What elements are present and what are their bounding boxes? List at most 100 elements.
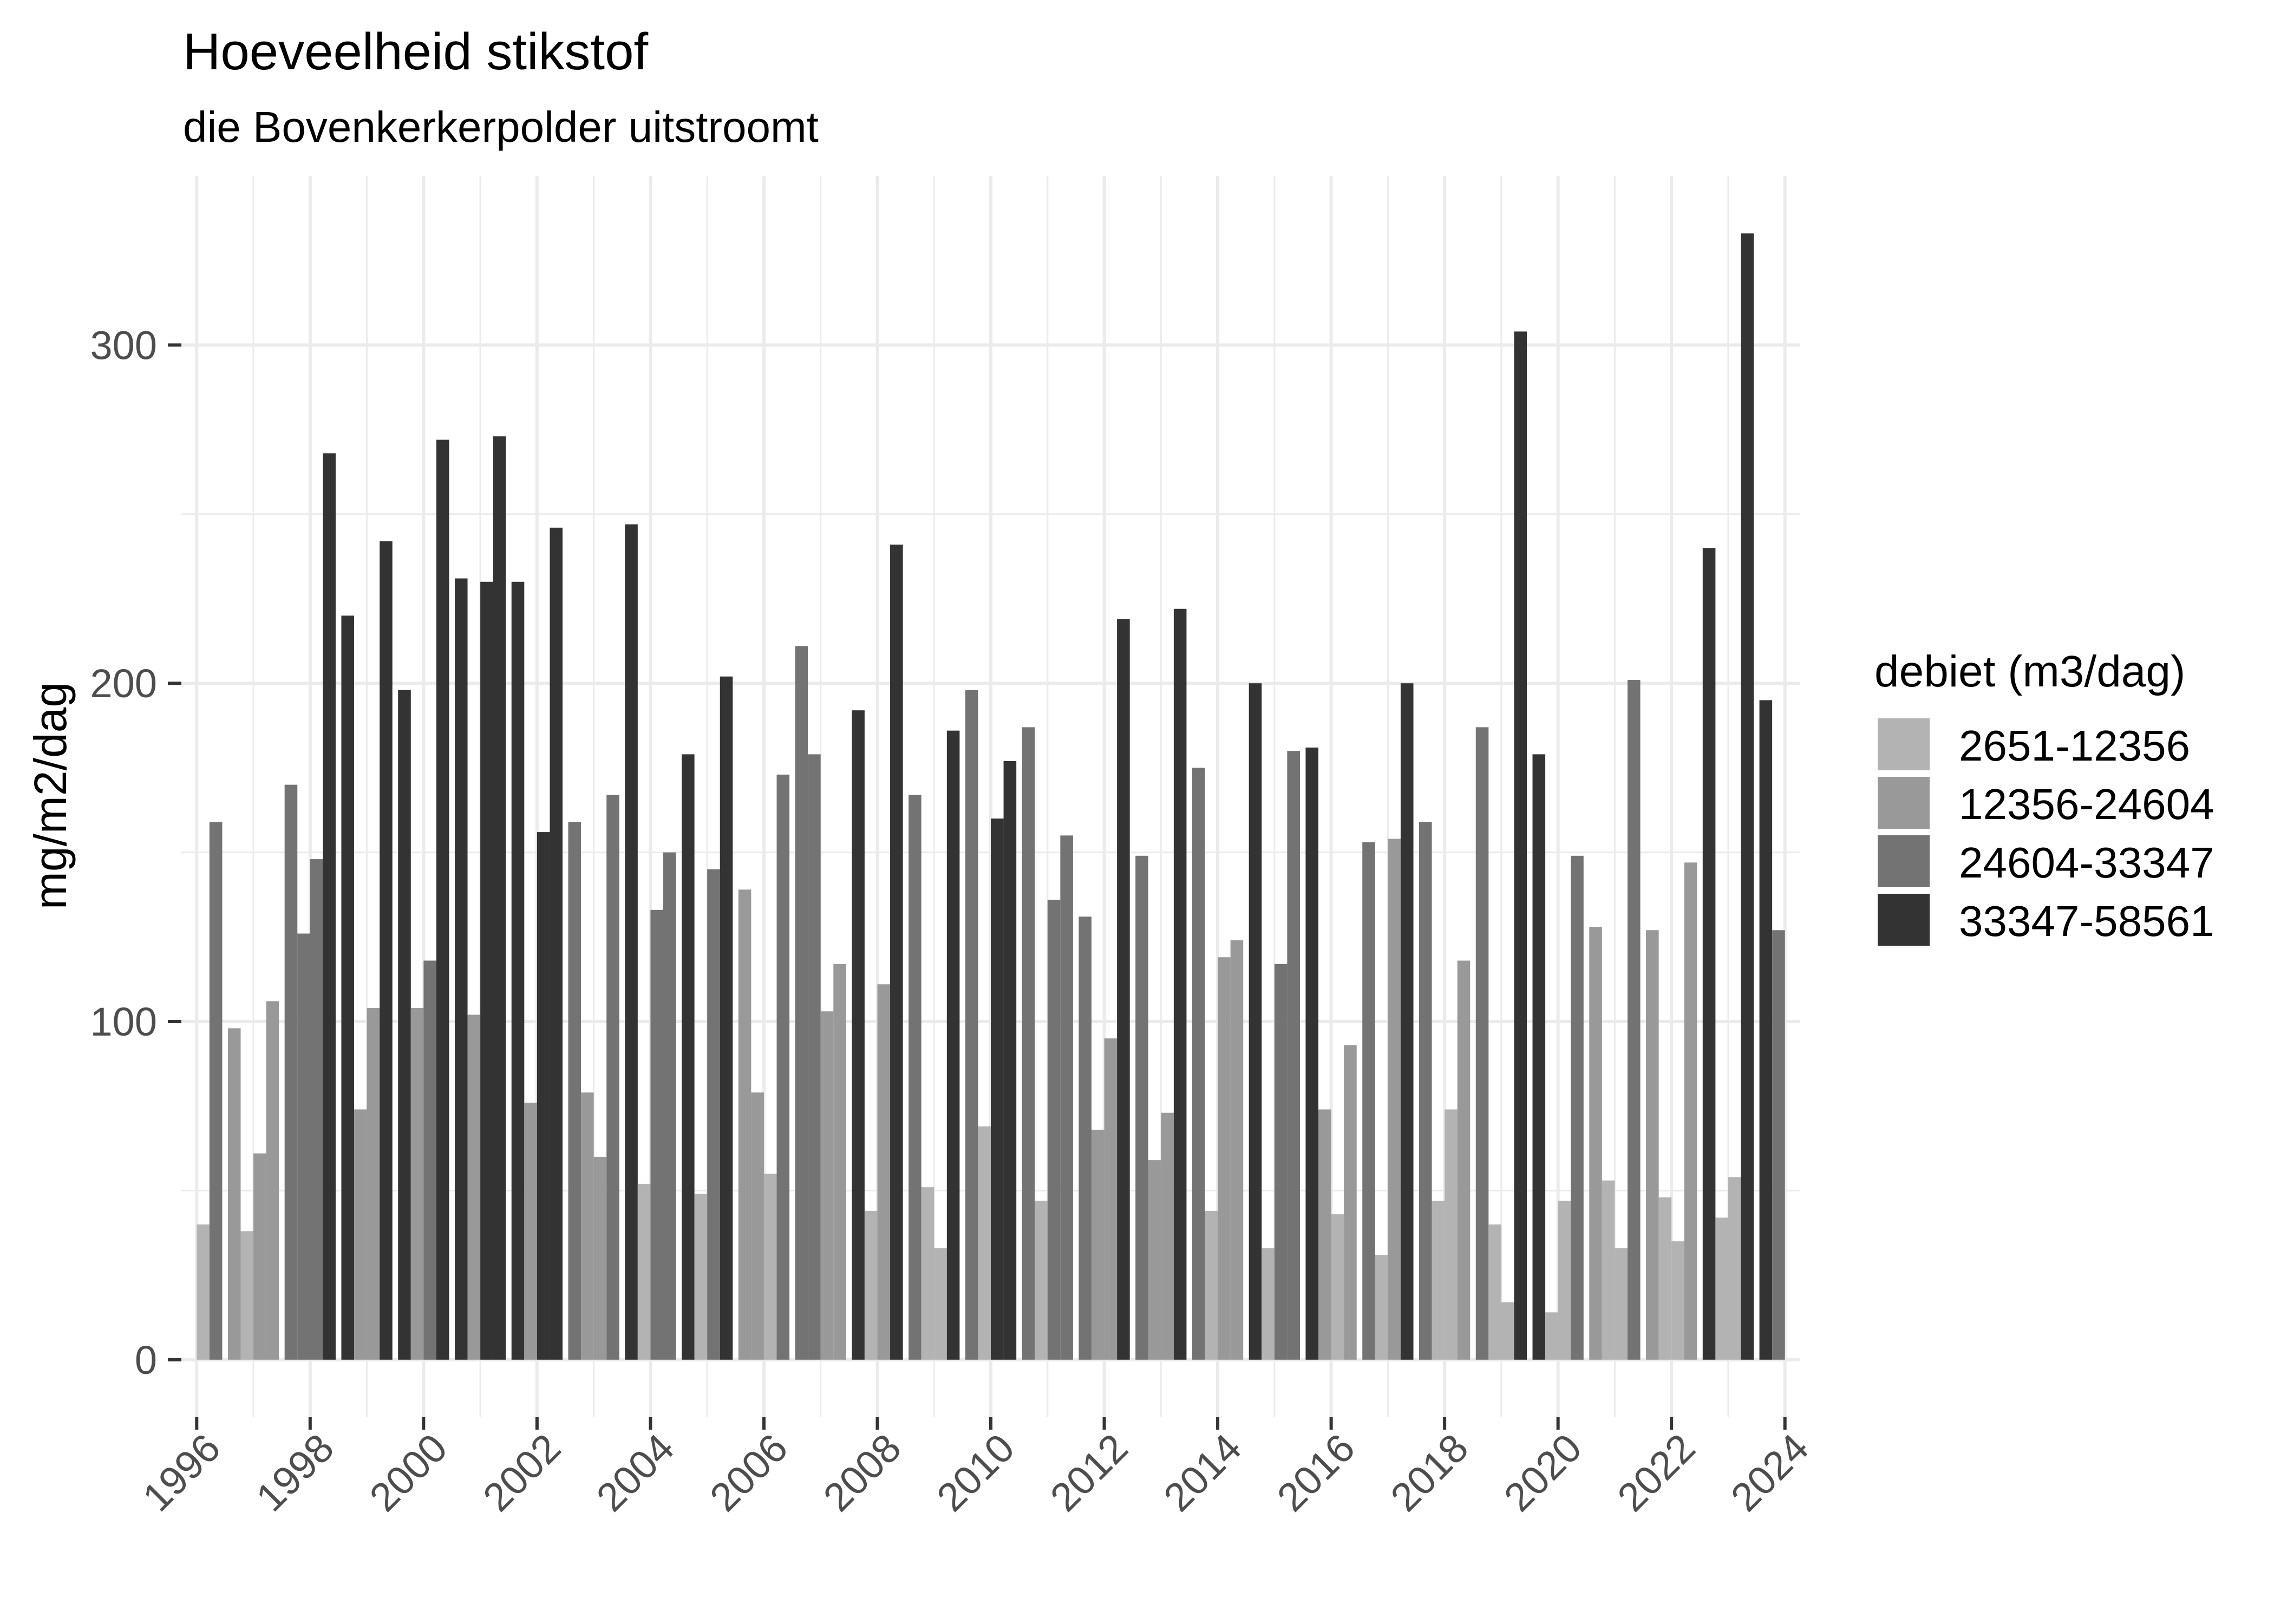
bar-2000-q1 (423, 960, 436, 1360)
bar-2021-q2 (1627, 679, 1641, 1360)
bar-2013-q1 (1161, 1112, 1174, 1360)
bar-2007-q3 (852, 710, 865, 1360)
bar-2006-q2 (776, 774, 790, 1360)
bar-1999-q2 (380, 541, 393, 1360)
bar-2018-q2 (1457, 960, 1471, 1360)
bar-2020-q1 (1558, 1201, 1571, 1360)
bar-2015-q3 (1305, 747, 1319, 1360)
bar-2017-q4 (1432, 1201, 1445, 1360)
bar-2014-q1 (1218, 957, 1231, 1360)
bar-2002-q3 (568, 822, 581, 1360)
bar-2017-q1 (1388, 839, 1401, 1360)
bar-2017-q3 (1419, 822, 1432, 1360)
bar-2000-q3 (454, 578, 468, 1360)
bar-2014-q2 (1230, 940, 1244, 1360)
bar-2009-q2 (946, 730, 960, 1360)
bar-2012-q4 (1148, 1160, 1161, 1360)
bar-2010-q2 (1003, 761, 1017, 1360)
bar-2003-q2 (606, 795, 619, 1360)
bar-2023-q2 (1741, 233, 1754, 1360)
chart-subtitle: die Bovenkerkerpolder uitstroomt (183, 103, 819, 151)
bar-2007-q1 (820, 1011, 834, 1360)
legend-label: 33347-58561 (1959, 897, 2214, 945)
legend-key-swatch (1878, 894, 1930, 946)
bar-2013-q3 (1192, 768, 1205, 1360)
bar-2013-q2 (1173, 608, 1187, 1360)
legend: debiet (m3/dag) 2651-12356 12356-24604 246… (1874, 647, 2214, 946)
bar-2014-q3 (1249, 683, 1262, 1360)
bar-2003-q3 (625, 524, 638, 1360)
bar-2006-q1 (763, 1174, 777, 1360)
bar-2007-q2 (833, 964, 846, 1360)
bar-2008-q3 (909, 795, 922, 1360)
bar-2004-q2 (663, 852, 676, 1360)
bar-2016-q4 (1375, 1255, 1388, 1360)
bar-2009-q4 (978, 1126, 991, 1360)
bar-2010-q4 (1035, 1201, 1048, 1360)
legend-label: 2651-12356 (1959, 722, 2190, 770)
bar-2018-q1 (1445, 1109, 1458, 1360)
bar-2001-q1 (480, 581, 493, 1360)
legend-key-swatch (1878, 835, 1930, 887)
y-axis-title: mg/m2/dag (25, 682, 76, 909)
bar-2008-q4 (921, 1187, 935, 1360)
bar-1997-q4 (297, 933, 310, 1360)
bar-2012-q2 (1117, 619, 1130, 1360)
bar-2019-q4 (1545, 1312, 1558, 1360)
bar-2017-q2 (1400, 683, 1414, 1360)
bars (197, 233, 1785, 1360)
bar-2021-q1 (1615, 1248, 1628, 1360)
bar-2019-q1 (1501, 1302, 1514, 1360)
legend-key-swatch (1878, 777, 1930, 829)
bar-1996-q1 (197, 1224, 210, 1360)
bar-2001-q2 (493, 436, 506, 1360)
bar-2013-q4 (1205, 1210, 1218, 1360)
bar-2000-q2 (436, 440, 449, 1360)
bar-2003-q1 (593, 1156, 607, 1360)
bar-2018-q3 (1475, 727, 1489, 1360)
bar-2016-q2 (1344, 1045, 1357, 1360)
bar-1999-q1 (367, 1007, 380, 1360)
bar-2006-q3 (795, 646, 808, 1360)
bar-2012-q3 (1135, 855, 1148, 1360)
legend-title: debiet (m3/dag) (1874, 647, 2185, 696)
bar-2005-q1 (707, 869, 720, 1360)
bar-2011-q2 (1060, 835, 1073, 1360)
bar-2005-q3 (738, 889, 752, 1360)
bar-2003-q4 (637, 1183, 651, 1360)
bar-1998-q2 (323, 453, 336, 1360)
bar-2002-q2 (550, 527, 563, 1360)
bar-2023-q4 (1772, 930, 1785, 1360)
y-axis: 0 100 200 300 (90, 323, 181, 1383)
bar-2007-q4 (864, 1210, 878, 1360)
bar-2011-q3 (1079, 916, 1092, 1360)
bar-2011-q4 (1091, 1129, 1105, 1360)
bar-2019-q2 (1514, 331, 1527, 1360)
bar-2004-q4 (694, 1194, 708, 1360)
bar-2006-q4 (808, 754, 821, 1360)
bar-2009-q3 (965, 690, 978, 1360)
bar-2022-q3 (1702, 548, 1716, 1360)
chart-title: Hoeveelheid stikstof (183, 23, 648, 81)
bar-2009-q1 (934, 1248, 947, 1360)
bar-2012-q1 (1104, 1038, 1118, 1360)
bar-2010-q3 (1022, 727, 1035, 1360)
bar-2020-q2 (1571, 855, 1584, 1360)
bar-2020-q3 (1589, 927, 1602, 1360)
bar-1998-q1 (310, 859, 323, 1360)
bar-2015-q1 (1274, 964, 1288, 1360)
bar-2015-q2 (1287, 751, 1300, 1360)
y-tick-label: 300 (90, 323, 157, 368)
y-tick-label: 0 (135, 1338, 157, 1383)
bar-2002-q1 (537, 832, 550, 1360)
bar-2005-q4 (751, 1092, 764, 1360)
bar-2002-q4 (581, 1092, 594, 1360)
bar-2008-q2 (890, 545, 903, 1360)
bar-1996-q4 (240, 1231, 254, 1360)
bar-2021-q4 (1658, 1197, 1672, 1360)
bar-2015-q4 (1318, 1109, 1331, 1360)
bar-1997-q1 (253, 1153, 266, 1360)
legend-label: 12356-24604 (1959, 780, 2214, 828)
bar-2001-q4 (524, 1102, 537, 1360)
